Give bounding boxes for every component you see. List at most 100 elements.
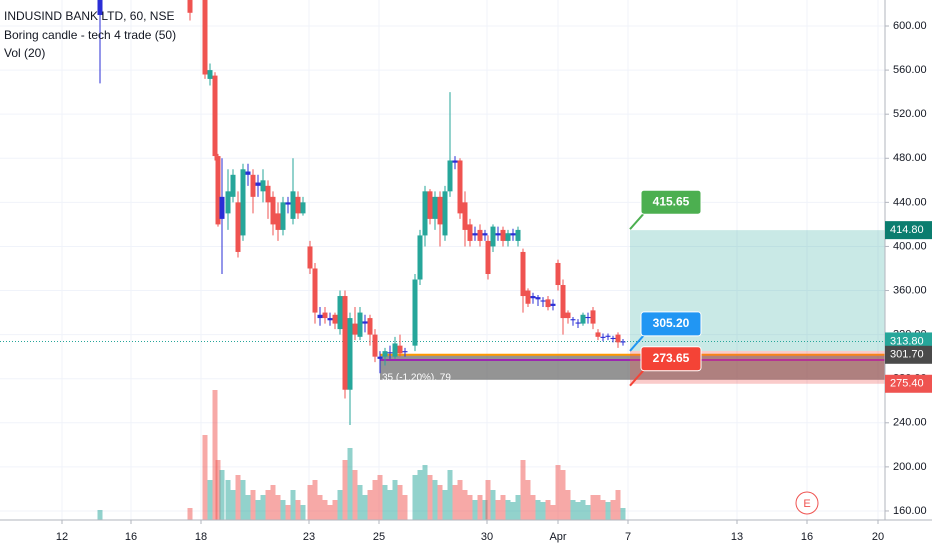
volume-bar	[422, 465, 428, 520]
candle-body	[245, 171, 251, 175]
candle-body	[615, 334, 621, 343]
candle-body	[230, 174, 236, 197]
volume-bar	[290, 490, 296, 520]
earnings-marker[interactable]	[795, 491, 819, 515]
volume-bar	[427, 475, 433, 520]
volume-bar	[367, 490, 373, 520]
volume-bar	[575, 502, 581, 520]
candle-body	[482, 233, 488, 236]
candle-body	[555, 262, 561, 286]
volume-bar	[555, 465, 561, 520]
x-tick-label: Apr	[549, 531, 566, 543]
volume-bar	[265, 490, 271, 520]
candle-body	[610, 337, 616, 340]
volume-bar	[397, 485, 403, 520]
plot-area: 35 (-1.20%), 79	[0, 0, 885, 520]
volume-bar	[545, 500, 551, 520]
candle-body	[362, 321, 368, 324]
position-label-box	[640, 346, 702, 372]
position-connector	[629, 368, 646, 387]
candle-body	[585, 316, 591, 319]
volume-bar	[495, 500, 501, 520]
volume-bar	[437, 485, 443, 520]
candle-body	[337, 296, 343, 330]
indicator-label: Boring candle - tech 4 trade (50)	[4, 28, 176, 42]
candle-body	[270, 196, 276, 225]
volume-bar	[295, 500, 301, 520]
candle-body	[457, 160, 463, 214]
x-tick-label: 25	[373, 531, 385, 543]
candle-body	[285, 202, 291, 205]
candle-body	[530, 296, 536, 299]
candle-body	[250, 174, 256, 197]
volume-bar	[307, 485, 313, 520]
candle-body	[187, 0, 193, 13]
candle-body	[560, 285, 566, 319]
candle-body	[300, 202, 306, 214]
volume-bar	[402, 495, 408, 520]
candle-body	[550, 303, 556, 306]
volume-bar	[97, 510, 103, 520]
volume-label: Vol (20)	[4, 46, 45, 60]
candle-body	[352, 323, 358, 335]
volume-bar	[535, 500, 541, 520]
volume-bar	[230, 490, 236, 520]
price-label: 301.70	[890, 349, 924, 361]
volume-bar	[387, 490, 393, 520]
volume-bar	[275, 495, 281, 520]
volume-bar	[300, 505, 306, 520]
volume-bar	[260, 495, 266, 520]
candle-body	[377, 356, 383, 359]
candle-body	[240, 169, 246, 236]
candle-body	[535, 297, 541, 300]
volume-bar	[352, 470, 358, 520]
candle-body	[575, 322, 581, 324]
x-tick-label: 16	[125, 531, 137, 543]
candle-body	[397, 345, 403, 354]
candle-body	[97, 0, 103, 15]
candle-body	[467, 224, 473, 241]
volume-bar	[472, 500, 478, 520]
volume-bar	[322, 500, 328, 520]
candle-body	[317, 314, 323, 319]
volume-bar	[530, 495, 536, 520]
x-tick-label: 13	[731, 531, 743, 543]
candle-body	[590, 310, 596, 324]
volume-bar	[312, 480, 318, 520]
volume-bar	[317, 495, 323, 520]
volume-bar	[590, 495, 596, 520]
volume-bar	[447, 470, 453, 520]
x-tick-label: 7	[625, 531, 631, 543]
volume-bar	[357, 485, 363, 520]
volume-bar	[327, 505, 333, 520]
candle-body	[290, 191, 296, 219]
volume-bar	[392, 480, 398, 520]
candle-body	[412, 279, 418, 346]
y-tick-label: 440.00	[893, 196, 927, 208]
candle-body	[462, 202, 468, 230]
candle-body	[357, 312, 363, 337]
candle-body	[265, 185, 271, 203]
candle-body	[327, 318, 333, 321]
candle-body	[417, 235, 423, 280]
volume-bar	[595, 495, 601, 520]
price-label-box	[885, 374, 932, 393]
volume-bar	[332, 500, 338, 520]
volume-bar	[377, 475, 383, 520]
volume-bar	[580, 500, 586, 520]
position-label-box	[640, 189, 702, 215]
volume-bar	[225, 480, 231, 520]
volume-bar	[615, 490, 621, 520]
volume-bar	[250, 490, 256, 520]
volume-bar	[245, 495, 251, 520]
earnings-label[interactable]: E	[803, 498, 810, 510]
candle-body	[510, 233, 516, 236]
volume-bar	[337, 490, 343, 520]
position-connector	[629, 211, 646, 230]
volume-bar	[467, 495, 473, 520]
candle-body	[255, 182, 261, 186]
y-tick-label: 560.00	[893, 64, 927, 76]
candle-body	[422, 191, 428, 236]
candle-body	[432, 196, 438, 219]
